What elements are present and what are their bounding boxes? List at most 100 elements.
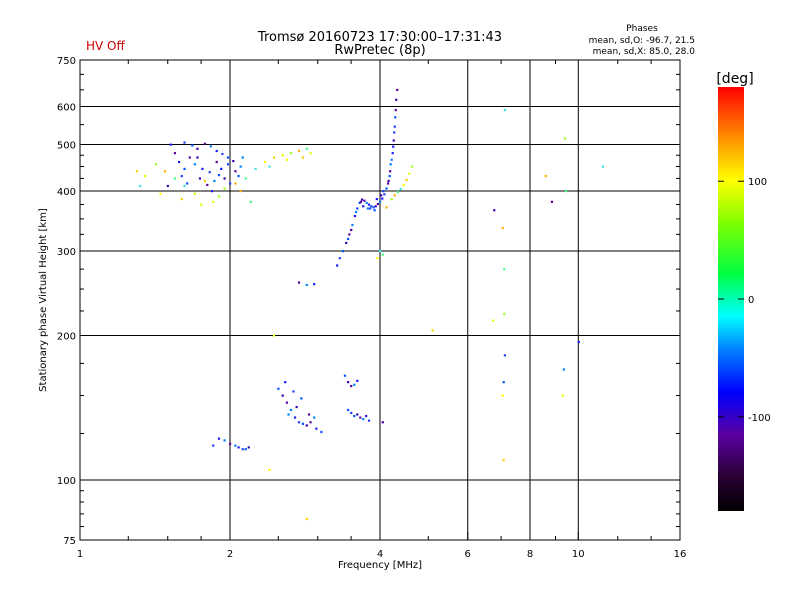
data-point bbox=[143, 174, 147, 178]
data-point bbox=[301, 422, 305, 425]
data-point bbox=[300, 397, 303, 400]
data-point bbox=[502, 459, 505, 462]
data-point bbox=[229, 182, 232, 185]
data-point bbox=[351, 223, 354, 227]
data-point bbox=[249, 200, 252, 203]
data-point bbox=[493, 209, 496, 212]
data-point bbox=[229, 442, 232, 445]
data-point bbox=[313, 416, 316, 419]
data-point bbox=[338, 257, 341, 260]
y-tick-label: 300 bbox=[57, 247, 76, 258]
data-point bbox=[358, 201, 361, 205]
x-axis-label: Frequency [MHz] bbox=[338, 560, 422, 571]
data-point bbox=[208, 171, 211, 174]
data-point bbox=[402, 183, 405, 187]
data-point bbox=[223, 177, 226, 180]
data-point bbox=[356, 207, 359, 210]
chart-title: Tromsø 20160723 17:30:00–17:31:43 bbox=[257, 30, 502, 45]
data-point bbox=[244, 177, 247, 180]
data-point bbox=[313, 283, 316, 286]
phases-o-stats: mean, sd,O: -96.7, 21.5 bbox=[589, 36, 695, 46]
data-point bbox=[307, 413, 311, 416]
data-point bbox=[223, 439, 226, 442]
data-point bbox=[139, 184, 142, 188]
data-point bbox=[366, 207, 369, 210]
data-point bbox=[284, 381, 287, 384]
data-point bbox=[501, 394, 504, 397]
data-point bbox=[359, 200, 362, 203]
data-point bbox=[411, 165, 414, 168]
x-tick-label: 6 bbox=[465, 549, 471, 560]
data-point bbox=[173, 152, 177, 155]
data-point bbox=[183, 167, 186, 171]
hv-status: HV Off bbox=[86, 39, 125, 53]
data-point bbox=[135, 170, 138, 173]
data-point bbox=[234, 444, 237, 447]
data-point bbox=[206, 183, 209, 187]
data-point bbox=[503, 268, 506, 271]
data-point bbox=[503, 354, 506, 357]
data-point bbox=[180, 174, 183, 178]
data-point bbox=[186, 182, 189, 185]
data-point bbox=[203, 179, 206, 183]
data-point bbox=[212, 200, 215, 203]
data-point bbox=[388, 174, 391, 178]
data-point bbox=[281, 394, 284, 397]
phases-x-stats: mean, sd,X: 85.0, 28.0 bbox=[593, 47, 696, 57]
data-point bbox=[159, 192, 162, 195]
data-point bbox=[561, 394, 564, 397]
data-point bbox=[215, 160, 218, 164]
data-point bbox=[353, 214, 356, 218]
data-point bbox=[387, 179, 390, 183]
data-point bbox=[503, 312, 506, 315]
data-points bbox=[135, 88, 605, 521]
data-point bbox=[393, 194, 396, 197]
data-point bbox=[191, 144, 194, 147]
data-point bbox=[392, 139, 395, 142]
data-point bbox=[188, 156, 191, 159]
data-point bbox=[379, 200, 382, 203]
data-point bbox=[203, 142, 206, 145]
data-point bbox=[244, 448, 247, 451]
data-point bbox=[232, 160, 235, 163]
data-point bbox=[362, 418, 365, 421]
data-point bbox=[565, 190, 568, 193]
x-tick-label: 2 bbox=[227, 549, 233, 560]
data-point bbox=[393, 125, 396, 128]
data-point bbox=[315, 427, 318, 430]
colorbar-label: [deg] bbox=[716, 71, 753, 87]
data-point bbox=[263, 160, 267, 164]
x-tick-label: 1 bbox=[77, 549, 83, 560]
data-point bbox=[359, 416, 362, 419]
data-point bbox=[373, 209, 376, 212]
data-point bbox=[341, 250, 345, 253]
data-point bbox=[213, 179, 216, 183]
data-point bbox=[390, 158, 393, 161]
data-point bbox=[268, 468, 271, 472]
data-point bbox=[502, 381, 505, 384]
data-point bbox=[389, 170, 392, 173]
colorbar-tick-label: 100 bbox=[748, 177, 767, 188]
data-point bbox=[395, 98, 398, 101]
data-point bbox=[396, 88, 399, 92]
data-point bbox=[198, 177, 202, 180]
data-point bbox=[577, 340, 580, 344]
data-point bbox=[209, 145, 212, 148]
data-point bbox=[353, 383, 356, 386]
data-point bbox=[376, 257, 379, 260]
data-point bbox=[272, 334, 276, 337]
data-point bbox=[154, 163, 158, 166]
data-point bbox=[362, 205, 365, 208]
data-point bbox=[354, 210, 358, 214]
data-point bbox=[386, 182, 390, 185]
data-point bbox=[237, 446, 240, 449]
data-point bbox=[212, 444, 215, 447]
data-point bbox=[394, 109, 397, 112]
data-point bbox=[379, 250, 382, 253]
data-point bbox=[292, 390, 295, 393]
data-point bbox=[544, 174, 547, 178]
data-point bbox=[336, 264, 339, 267]
data-point bbox=[237, 174, 240, 178]
data-point bbox=[365, 414, 368, 418]
